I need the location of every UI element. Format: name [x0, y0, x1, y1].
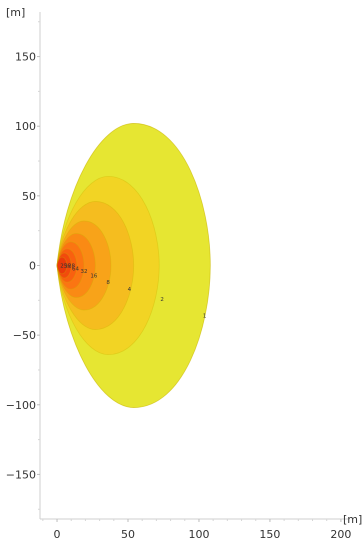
y-tick-label: 150	[15, 51, 36, 64]
x-tick-label: 0	[54, 528, 61, 541]
x-tick-label: 150	[259, 528, 280, 541]
y-tick-label: 50	[22, 190, 36, 203]
contour-label-8: 8	[106, 280, 110, 286]
y-axis-unit-label: [m]	[6, 6, 25, 19]
y-tick-label: 0	[29, 260, 36, 273]
contour-layer	[56, 123, 211, 408]
y-tick-label: 100	[15, 120, 36, 133]
contour-label-1: 1	[203, 314, 207, 320]
x-tick-label: 100	[188, 528, 209, 541]
x-tick-label: 50	[121, 528, 135, 541]
contour-label-128: 128	[65, 264, 76, 270]
contour-label-64: 64	[72, 266, 79, 272]
contour-label-2: 2	[160, 297, 164, 303]
contour-band-256	[56, 256, 68, 275]
x-axis-unit-label: [m]	[343, 513, 362, 526]
contour-label-32: 32	[81, 269, 88, 275]
y-tick-label: −150	[6, 468, 36, 481]
tick-layer: 150 100 50 0 −50 −100 −150 0 50 100 150 200	[6, 21, 351, 541]
contour-label-16: 16	[90, 273, 97, 279]
x-tick-label: 200	[330, 528, 351, 541]
y-tick-label: −50	[13, 329, 36, 342]
contour-label-4: 4	[128, 287, 132, 293]
y-tick-label: −100	[6, 399, 36, 412]
contour-label-256: 256	[60, 264, 71, 270]
